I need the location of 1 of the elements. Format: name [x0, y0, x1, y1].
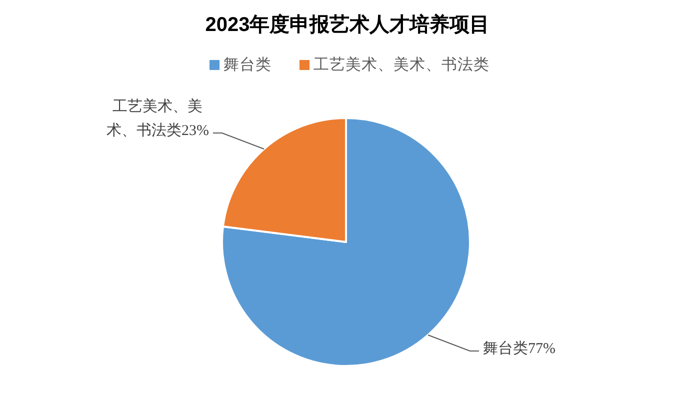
- title: 2023年度申报艺术人才培养项目: [205, 14, 490, 36]
